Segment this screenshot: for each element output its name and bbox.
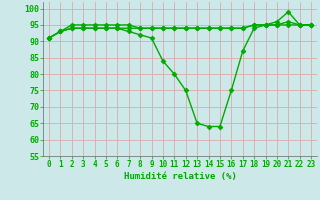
X-axis label: Humidité relative (%): Humidité relative (%)	[124, 172, 236, 181]
